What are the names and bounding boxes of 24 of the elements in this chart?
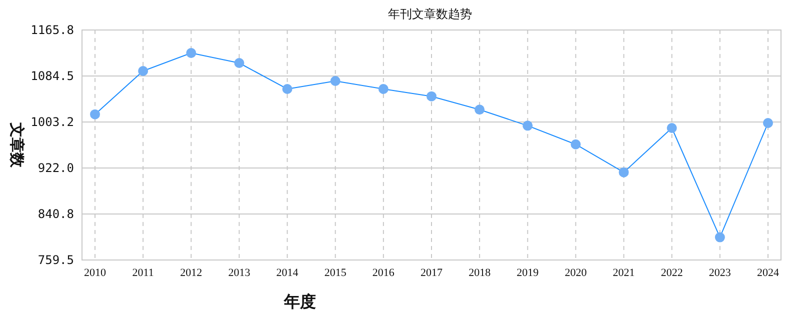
x-tick-label: 2023	[708, 267, 732, 279]
x-tick-label: 2020	[564, 267, 588, 279]
y-tick-label: 840.8	[38, 206, 74, 221]
x-tick-label: 2010	[84, 267, 106, 279]
x-axis-title: 年度	[283, 292, 316, 311]
x-tick-label: 2014	[276, 267, 299, 279]
x-tick-label: 2017	[420, 267, 443, 279]
chart-title: 年刊文章数趋势	[388, 7, 472, 21]
x-tick-label: 2013	[228, 267, 251, 279]
x-tick-label: 2012	[180, 267, 202, 279]
x-tick-label: 2018	[468, 267, 492, 279]
x-tick-label: 2019	[516, 267, 540, 279]
x-tick-label: 2021	[612, 267, 635, 279]
x-tick-label: 2016	[372, 267, 395, 279]
x-tick-label: 2022	[660, 267, 683, 279]
x-tick-label: 2011	[132, 267, 154, 279]
y-tick-label: 1165.8	[30, 23, 74, 37]
y-tick-label: 1084.5	[30, 69, 74, 84]
x-tick-label: 2024	[757, 267, 780, 279]
y-tick-label: 1003.2	[30, 115, 74, 130]
y-tick-label: 759.5	[38, 253, 74, 267]
y-axis-title: 文章数	[8, 122, 26, 168]
y-tick-label: 922.0	[38, 161, 74, 176]
x-tick-label: 2015	[324, 267, 347, 279]
